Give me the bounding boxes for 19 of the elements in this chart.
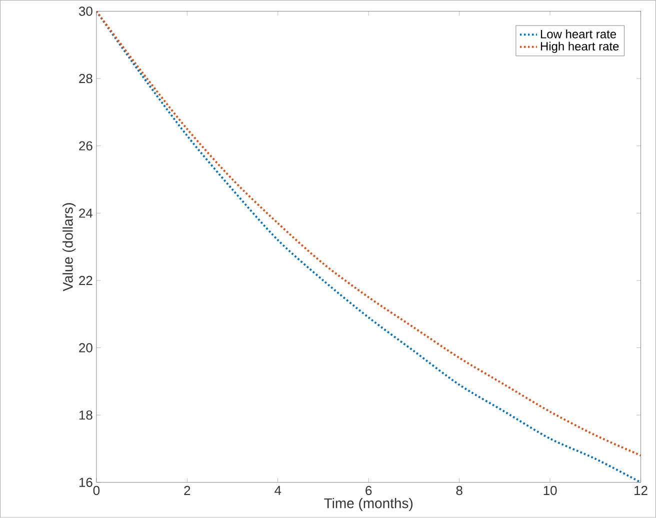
y-tick-label: 30 xyxy=(78,6,92,16)
x-tick-label: 8 xyxy=(456,486,462,496)
x-tick-label: 6 xyxy=(366,486,372,496)
y-tick-label: 26 xyxy=(79,141,92,151)
y-tick-label: 16 xyxy=(79,478,92,488)
y-tick-label: 20 xyxy=(79,343,92,353)
x-tick-label: 2 xyxy=(184,486,190,496)
legend-label: High heart rate xyxy=(540,42,619,54)
x-tick-label: 0 xyxy=(93,486,100,496)
y-tick-label: 22 xyxy=(79,276,92,286)
x-tick-label: 10 xyxy=(544,486,557,496)
legend-label: Low heart rate xyxy=(540,30,616,39)
y-tick-label: 24 xyxy=(79,208,93,218)
y-axis-title: Value (dollars) xyxy=(62,203,76,292)
y-tick-label: 28 xyxy=(79,74,92,84)
x-axis-title: Time (months) xyxy=(324,498,413,512)
y-tick-label: 18 xyxy=(79,410,92,420)
x-tick-label: 12 xyxy=(634,486,648,496)
x-tick-label: 4 xyxy=(274,486,282,496)
